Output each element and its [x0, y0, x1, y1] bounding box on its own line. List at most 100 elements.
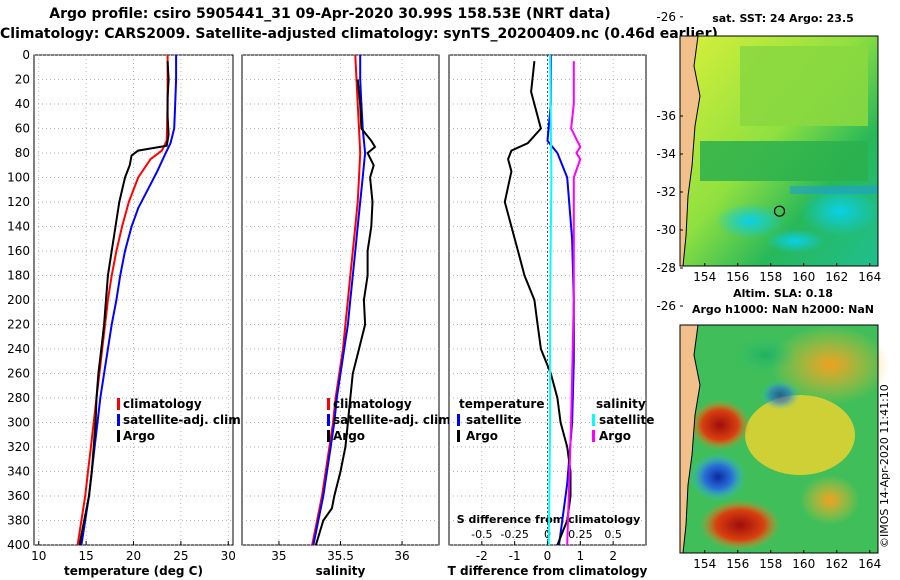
temperature-legend-swatch [117, 398, 120, 410]
map-xtick-label: 158 [759, 270, 782, 284]
legend-salinity-label: satellite [599, 413, 654, 427]
depth-tick-label: 120 [7, 195, 30, 209]
temperature-xtick-label: 30 [221, 549, 236, 563]
depth-tick-label: 380 [7, 514, 30, 528]
map-xtick-label: 164 [858, 270, 881, 284]
legend-salinity-swatch [592, 430, 595, 442]
sst-map-frame [679, 35, 879, 267]
sla-high [700, 500, 780, 550]
depth-tick-label: 40 [15, 97, 30, 111]
difference-xtick-label: 1 [577, 549, 585, 563]
depth-tick-label: 60 [15, 122, 30, 136]
difference-xtick-label: 0 [544, 549, 552, 563]
salinity-legend-swatch [327, 398, 330, 410]
imos-credit: ©IMOS 14-Apr-2020 11:41:10 [878, 384, 891, 548]
salinity-legend-label: satellite-adj. clim. [333, 413, 455, 427]
sst-mid-band [700, 141, 868, 181]
temperature-xtick-label: 25 [173, 549, 188, 563]
series-t-argo [503, 60, 572, 546]
salinity-xtick-label: 35.5 [327, 549, 354, 563]
difference-s-tick-label: 0.5 [604, 528, 622, 541]
depth-tick-label: 200 [7, 293, 30, 307]
difference-xtick-label: -1 [509, 549, 521, 563]
depth-tick-label: 260 [7, 367, 30, 381]
depth-tick-label: 240 [7, 342, 30, 356]
sla-map-title-1: Altim. SLA: 0.18 [733, 287, 833, 300]
depth-tick-label: 300 [7, 416, 30, 430]
sla-low [735, 337, 795, 373]
temperature-legend-label: Argo [123, 429, 155, 443]
difference-s-tick-label: -0.25 [500, 528, 528, 541]
argo-location-marker [773, 205, 786, 217]
difference-s-tick-label: -0.5 [471, 528, 492, 541]
salinity-xtick-label: 35 [271, 549, 286, 563]
temperature-legend-swatch [117, 414, 120, 426]
depth-tick-label: 80 [15, 146, 30, 160]
legend-temperature-label: Argo [466, 429, 498, 443]
sst-cold-patch [765, 229, 825, 253]
legend-salinity-label: Argo [599, 429, 631, 443]
legend-salinity-swatch [592, 414, 595, 426]
depth-tick-label: 0 [22, 48, 30, 62]
legend-temperature-swatch [457, 414, 460, 426]
difference-s-tick-label: 0 [544, 528, 551, 541]
sst-cold-patch [800, 186, 880, 236]
legend-temperature-label: satellite [466, 413, 521, 427]
temperature-legend-label: satellite-adj. clim. [123, 413, 245, 427]
legend-salinity-title: salinity [596, 397, 646, 411]
depth-tick-label: 180 [7, 269, 30, 283]
map-ytick-label: -26 [656, 299, 676, 313]
sla-yellow [745, 395, 855, 475]
sla-low [690, 453, 746, 501]
depth-tick-label: 280 [7, 391, 30, 405]
sla-map [679, 115, 890, 554]
temperature-xlabel: temperature (deg C) [64, 564, 203, 578]
salinity-legend-label: Argo [333, 429, 365, 443]
temperature-series-climatology [76, 55, 169, 546]
sst-map [679, 16, 880, 267]
map-xtick-label: 160 [792, 557, 815, 571]
sla-map-frame [679, 324, 879, 554]
sst-cool-streak [790, 186, 878, 194]
difference-xtick-label: -2 [476, 549, 488, 563]
salinity-xlabel: salinity [316, 564, 366, 578]
salinity-series-satellite-adj-clim- [312, 55, 367, 546]
sla-low [760, 380, 800, 410]
difference-s-tick-label: 0.25 [568, 528, 593, 541]
map-xtick-label: 156 [726, 557, 749, 571]
salinity-xtick-label: 36 [394, 549, 409, 563]
legend-temperature-swatch [457, 430, 460, 442]
salinity-series-argo [314, 79, 377, 546]
sst-warm-band [740, 46, 868, 126]
temperature-legend-swatch [117, 430, 120, 442]
depth-tick-label: 360 [7, 489, 30, 503]
depth-tick-label: 160 [7, 244, 30, 258]
map-ytick-label: -30 [656, 223, 676, 237]
sla-map-title-2: Argo h1000: NaN h2000: NaN [691, 303, 875, 316]
sst-map-title: sat. SST: 24 Argo: 23.5 [712, 12, 854, 25]
depth-tick-label: 340 [7, 465, 30, 479]
difference-xtick-label: 2 [609, 549, 617, 563]
title-line-1: Argo profile: csiro 5905441_31 09-Apr-20… [49, 6, 611, 22]
map-ytick-label: -26 [656, 10, 676, 24]
depth-tick-label: 320 [7, 440, 30, 454]
salinity-legend-swatch [327, 430, 330, 442]
map-ytick-label: -32 [656, 185, 676, 199]
depth-tick-label: 100 [7, 171, 30, 185]
depth-tick-label: 400 [7, 538, 30, 552]
sla-high [770, 325, 890, 405]
series-s-satellite [547, 54, 553, 546]
map-ytick-label: -28 [656, 261, 676, 275]
salinity-legend-swatch [327, 414, 330, 426]
map-ytick-label: -36 [656, 109, 676, 123]
temperature-xtick-label: 15 [78, 549, 93, 563]
map-xtick-label: 164 [858, 557, 881, 571]
map-xtick-label: 158 [759, 557, 782, 571]
map-ytick-label: -34 [656, 147, 676, 161]
temperature-legend-label: climatology [123, 397, 202, 411]
temperature-series-argo [78, 61, 170, 546]
difference-xlabel: T difference from climatology [448, 564, 648, 578]
title-line-2: Climatology: CARS2009. Satellite-adjuste… [0, 26, 718, 42]
